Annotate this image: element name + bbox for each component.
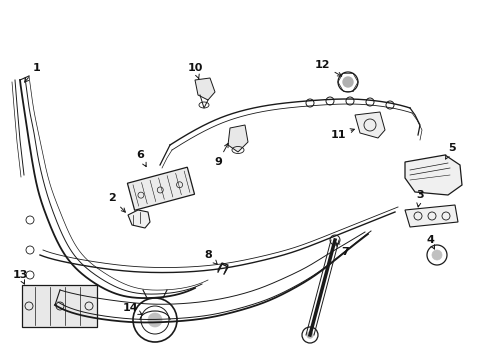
Polygon shape (227, 125, 247, 152)
Text: 3: 3 (415, 190, 423, 207)
Circle shape (148, 313, 162, 327)
Polygon shape (354, 112, 384, 138)
Text: 2: 2 (108, 193, 125, 212)
Text: 5: 5 (445, 143, 455, 159)
Text: 9: 9 (214, 143, 228, 167)
Text: 6: 6 (136, 150, 146, 167)
Polygon shape (404, 155, 461, 195)
Text: 8: 8 (203, 250, 217, 264)
Bar (22, 285, 97, 327)
Text: 7: 7 (335, 243, 348, 257)
Bar (127, 167, 194, 210)
Polygon shape (404, 205, 457, 227)
Text: 4: 4 (425, 235, 434, 249)
Circle shape (431, 250, 441, 260)
Text: 1: 1 (24, 63, 41, 82)
Text: 13: 13 (12, 270, 28, 284)
Polygon shape (195, 78, 215, 100)
Text: 12: 12 (314, 60, 341, 76)
Text: 11: 11 (329, 129, 354, 140)
Text: 10: 10 (187, 63, 202, 78)
Circle shape (306, 332, 312, 338)
Polygon shape (128, 210, 150, 228)
Circle shape (342, 77, 352, 87)
Text: 14: 14 (122, 303, 142, 315)
